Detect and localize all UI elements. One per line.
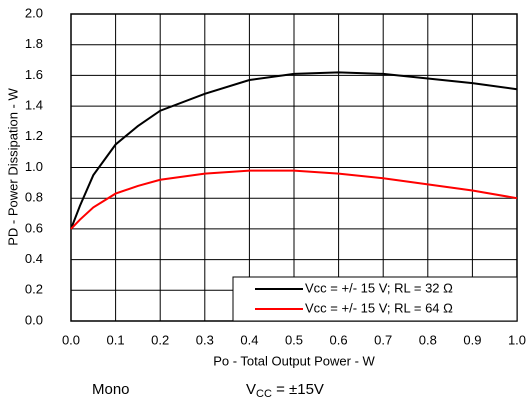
x-tick-label: 0.5 <box>285 332 303 347</box>
legend-label: Vcc = +/- 15 V; RL = 32 Ω <box>305 280 453 295</box>
legend-label: Vcc = +/- 15 V; RL = 64 Ω <box>305 300 453 315</box>
y-tick-label: 2.0 <box>25 5 43 20</box>
supply-subscript: CC <box>256 388 272 400</box>
x-tick-label: 0.9 <box>463 332 481 347</box>
y-tick-label: 0.2 <box>25 282 43 297</box>
supply-label: VCC = ±15V <box>246 381 324 400</box>
y-tick-label: 0.6 <box>25 220 43 235</box>
y-tick-label: 1.4 <box>25 98 43 113</box>
x-tick-label: 0.4 <box>240 332 258 347</box>
x-tick-label: 0.2 <box>151 332 169 347</box>
x-axis-label: Po - Total Output Power - W <box>213 353 375 368</box>
y-tick-label: 1.8 <box>25 36 43 51</box>
supply-rest: = ±15V <box>272 381 324 398</box>
y-tick-label: 1.0 <box>25 159 43 174</box>
x-tick-label: 0.8 <box>419 332 437 347</box>
y-axis-label: PD - Power Dissipation - W <box>5 88 20 246</box>
series-line <box>70 169 518 230</box>
mode-label: Mono <box>92 381 130 398</box>
y-tick-label: 0.4 <box>25 251 43 266</box>
y-tick-label: 0.8 <box>25 190 43 205</box>
supply-base: V <box>246 381 256 398</box>
x-tick-label: 0.7 <box>374 332 392 347</box>
x-tick-label: 0.6 <box>330 332 348 347</box>
legend-box <box>232 276 518 322</box>
series-line <box>70 71 518 230</box>
y-tick-label: 0.0 <box>25 312 43 327</box>
x-tick-label: 0.3 <box>196 332 214 347</box>
y-tick-label: 1.2 <box>25 128 43 143</box>
x-tick-label: 0.1 <box>107 332 125 347</box>
x-tick-label: 0.0 <box>62 332 80 347</box>
y-tick-label: 1.6 <box>25 67 43 82</box>
x-tick-label: 1.0 <box>508 332 526 347</box>
